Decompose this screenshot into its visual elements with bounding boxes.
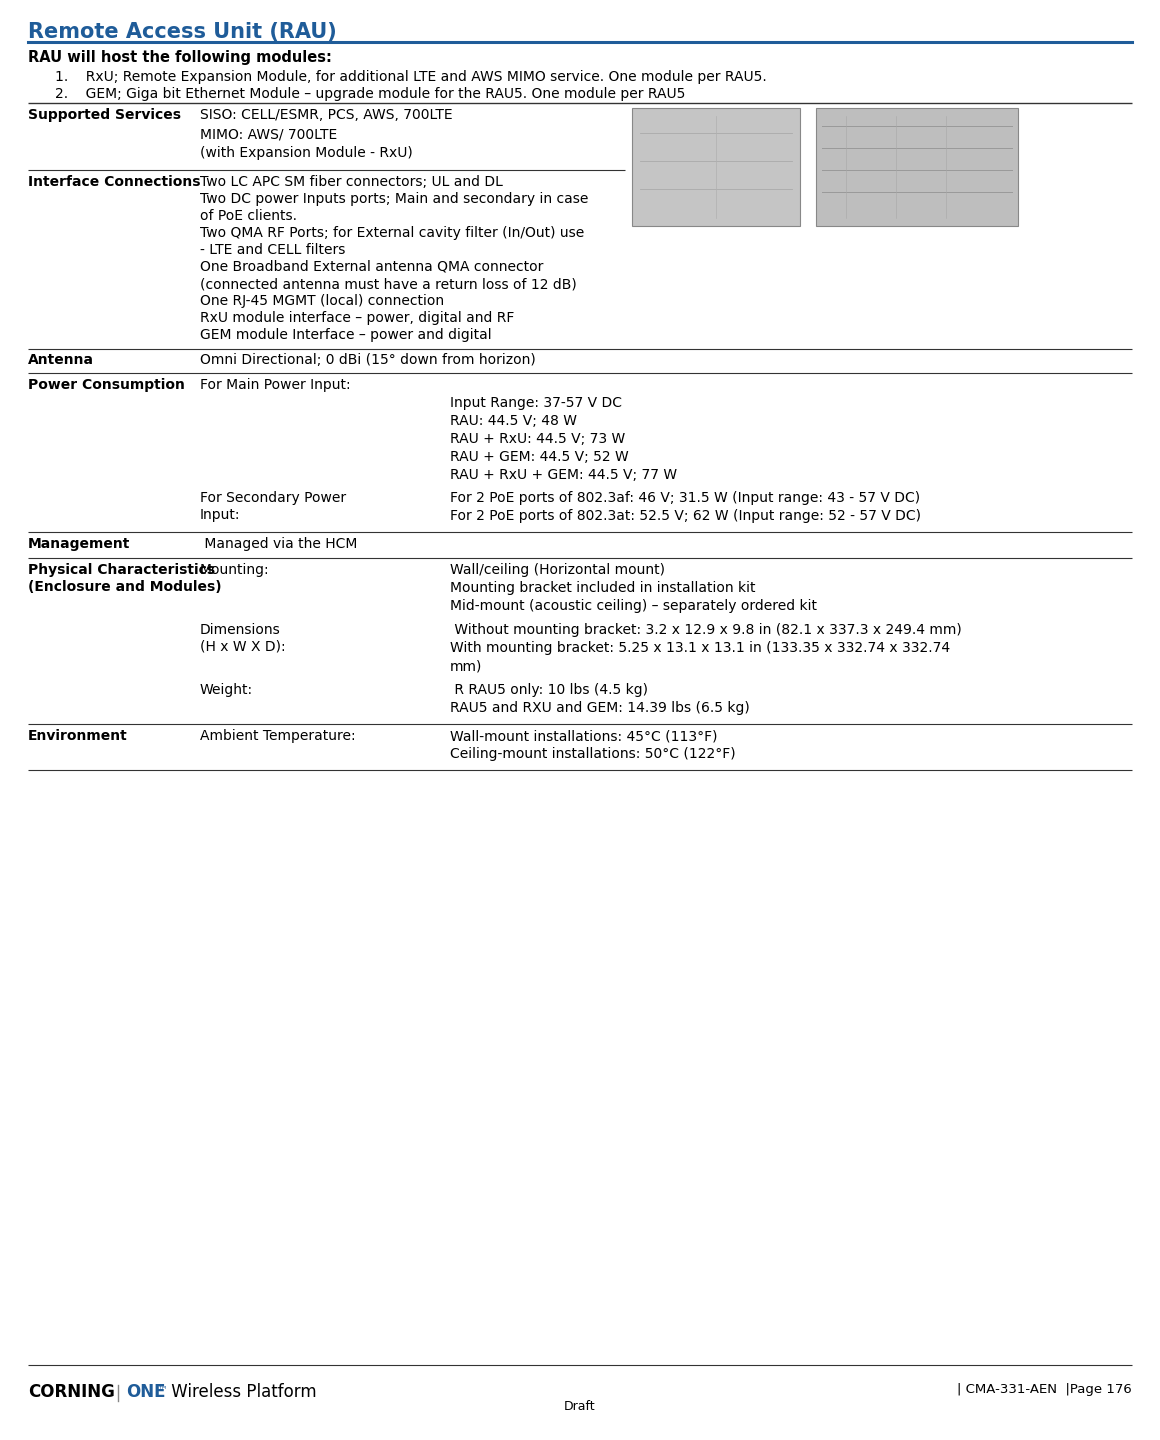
Text: For 2 PoE ports of 802.3af: 46 V; 31.5 W (Input range: 43 - 57 V DC): For 2 PoE ports of 802.3af: 46 V; 31.5 W… <box>450 491 920 505</box>
Text: SISO: CELL/ESMR, PCS, AWS, 700LTE: SISO: CELL/ESMR, PCS, AWS, 700LTE <box>200 108 452 122</box>
Text: One RJ-45 MGMT (local) connection: One RJ-45 MGMT (local) connection <box>200 294 444 308</box>
Text: ONE: ONE <box>126 1382 166 1401</box>
Text: ™: ™ <box>158 1384 168 1394</box>
Text: - LTE and CELL filters: - LTE and CELL filters <box>200 243 346 256</box>
Text: GEM module Interface – power and digital: GEM module Interface – power and digital <box>200 328 492 341</box>
Text: For Secondary Power: For Secondary Power <box>200 491 346 505</box>
Text: Antenna: Antenna <box>28 353 94 367</box>
Text: CORNING: CORNING <box>28 1382 115 1401</box>
Text: of PoE clients.: of PoE clients. <box>200 209 297 223</box>
Text: Two LC APC SM fiber connectors; UL and DL: Two LC APC SM fiber connectors; UL and D… <box>200 176 503 189</box>
Text: For 2 PoE ports of 802.3at: 52.5 V; 62 W (Input range: 52 - 57 V DC): For 2 PoE ports of 802.3at: 52.5 V; 62 W… <box>450 508 921 523</box>
Text: MIMO: AWS/ 700LTE: MIMO: AWS/ 700LTE <box>200 128 338 143</box>
Text: Ceiling-mount installations: 50°C (122°F): Ceiling-mount installations: 50°C (122°F… <box>450 747 735 760</box>
Text: Interface Connections: Interface Connections <box>28 176 201 189</box>
Text: Wall-mount installations: 45°C (113°F): Wall-mount installations: 45°C (113°F) <box>450 729 718 743</box>
Text: Two DC power Inputs ports; Main and secondary in case: Two DC power Inputs ports; Main and seco… <box>200 192 588 206</box>
Text: RAU + GEM: 44.5 V; 52 W: RAU + GEM: 44.5 V; 52 W <box>450 449 629 464</box>
Text: RAU5 and RXU and GEM: 14.39 lbs (6.5 kg): RAU5 and RXU and GEM: 14.39 lbs (6.5 kg) <box>450 701 749 716</box>
Text: mm): mm) <box>450 660 483 672</box>
Text: Power Consumption: Power Consumption <box>28 377 184 392</box>
Bar <box>632 108 800 226</box>
Text: R RAU5 only: 10 lbs (4.5 kg): R RAU5 only: 10 lbs (4.5 kg) <box>450 683 648 697</box>
Text: | CMA-331-AEN  |Page 176: | CMA-331-AEN |Page 176 <box>957 1382 1132 1395</box>
Bar <box>815 108 1018 226</box>
Text: Management: Management <box>28 537 130 552</box>
Text: Dimensions: Dimensions <box>200 624 281 636</box>
Text: For Main Power Input:: For Main Power Input: <box>200 377 350 392</box>
Text: (with Expansion Module - RxU): (with Expansion Module - RxU) <box>200 145 413 160</box>
Text: Supported Services: Supported Services <box>28 108 181 122</box>
Text: Mounting bracket included in installation kit: Mounting bracket included in installatio… <box>450 580 755 595</box>
Text: Mounting:: Mounting: <box>200 563 269 577</box>
Text: Omni Directional; 0 dBi (15° down from horizon): Omni Directional; 0 dBi (15° down from h… <box>200 353 536 367</box>
Text: RAU will host the following modules:: RAU will host the following modules: <box>28 50 332 65</box>
Text: Without mounting bracket: 3.2 x 12.9 x 9.8 in (82.1 x 337.3 x 249.4 mm): Without mounting bracket: 3.2 x 12.9 x 9… <box>450 624 962 636</box>
Text: (Enclosure and Modules): (Enclosure and Modules) <box>28 580 222 593</box>
Text: 1.    RxU; Remote Expansion Module, for additional LTE and AWS MIMO service. One: 1. RxU; Remote Expansion Module, for add… <box>55 71 767 84</box>
Text: Wall/ceiling (Horizontal mount): Wall/ceiling (Horizontal mount) <box>450 563 665 577</box>
Text: Weight:: Weight: <box>200 683 253 697</box>
Text: One Broadband External antenna QMA connector: One Broadband External antenna QMA conne… <box>200 261 543 274</box>
Text: RAU + RxU + GEM: 44.5 V; 77 W: RAU + RxU + GEM: 44.5 V; 77 W <box>450 468 677 482</box>
Text: RAU + RxU: 44.5 V; 73 W: RAU + RxU: 44.5 V; 73 W <box>450 432 625 446</box>
Text: Environment: Environment <box>28 729 128 743</box>
Text: Two QMA RF Ports; for External cavity filter (In/Out) use: Two QMA RF Ports; for External cavity fi… <box>200 226 585 240</box>
Text: Managed via the HCM: Managed via the HCM <box>200 537 357 552</box>
Text: Wireless Platform: Wireless Platform <box>166 1382 317 1401</box>
Text: Mid-mount (acoustic ceiling) – separately ordered kit: Mid-mount (acoustic ceiling) – separatel… <box>450 599 817 613</box>
Text: Draft: Draft <box>564 1400 596 1413</box>
Text: Input Range: 37-57 V DC: Input Range: 37-57 V DC <box>450 396 622 410</box>
Text: Ambient Temperature:: Ambient Temperature: <box>200 729 356 743</box>
Text: RxU module interface – power, digital and RF: RxU module interface – power, digital an… <box>200 311 514 325</box>
Text: Input:: Input: <box>200 508 240 521</box>
Text: RAU: 44.5 V; 48 W: RAU: 44.5 V; 48 W <box>450 415 577 428</box>
Text: (connected antenna must have a return loss of 12 dB): (connected antenna must have a return lo… <box>200 276 577 291</box>
Text: (H x W X D):: (H x W X D): <box>200 639 285 654</box>
Text: With mounting bracket: 5.25 x 13.1 x 13.1 in (133.35 x 332.74 x 332.74: With mounting bracket: 5.25 x 13.1 x 13.… <box>450 641 950 655</box>
Text: Remote Access Unit (RAU): Remote Access Unit (RAU) <box>28 22 336 42</box>
Text: 2.    GEM; Giga bit Ethernet Module – upgrade module for the RAU5. One module pe: 2. GEM; Giga bit Ethernet Module – upgra… <box>55 86 686 101</box>
Text: Physical Characteristics: Physical Characteristics <box>28 563 215 577</box>
